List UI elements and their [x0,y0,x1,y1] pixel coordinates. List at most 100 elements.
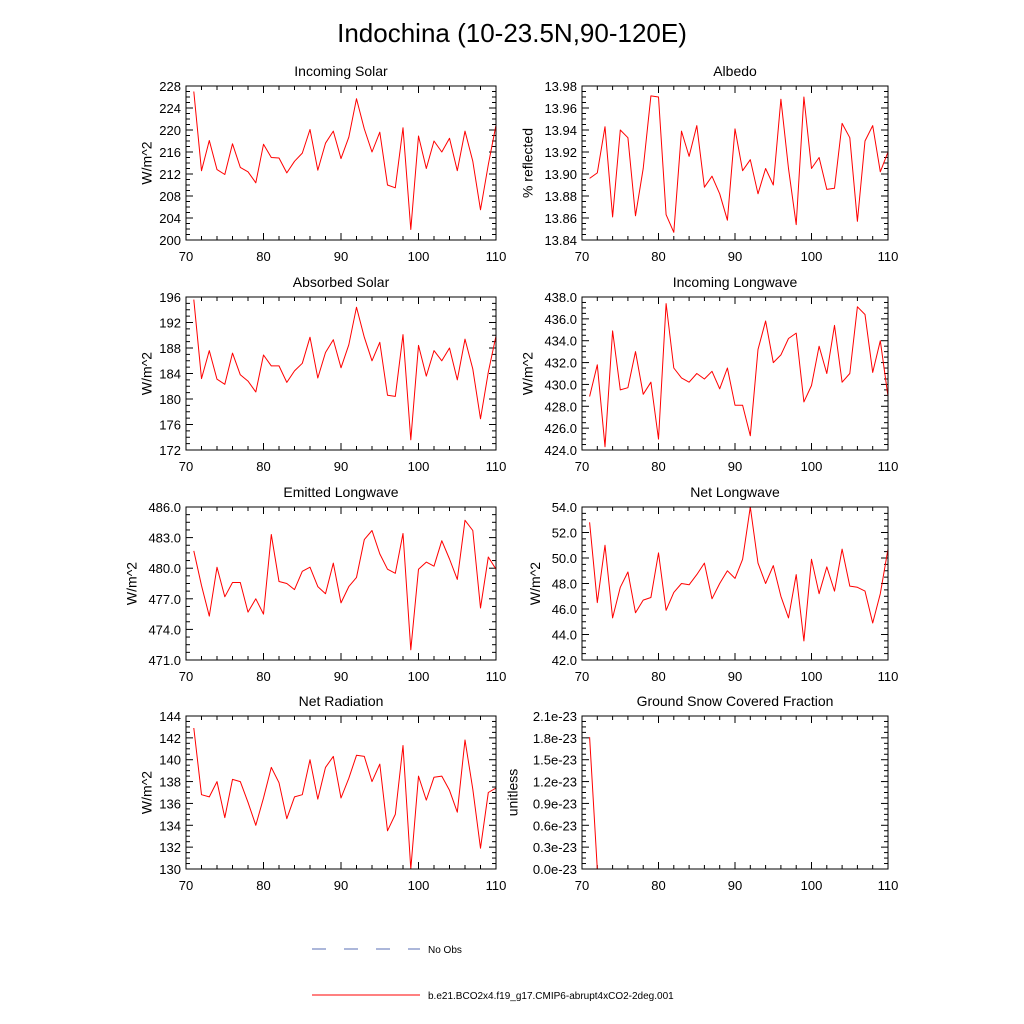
x-tick-label: 70 [575,878,589,893]
x-tick-label: 80 [256,459,270,474]
plot-frame [581,85,889,241]
x-tick-label: 110 [486,669,507,684]
x-tick-label: 100 [408,249,430,264]
y-tick-label: 130 [159,862,181,877]
y-tick-label: 42.0 [552,653,577,668]
x-tick-label: 80 [651,669,665,684]
x-tick-label: 80 [651,459,665,474]
x-tick-label: 90 [334,878,348,893]
x-tick-label: 100 [408,669,430,684]
x-tick-label: 110 [486,878,507,893]
x-tick-label: 70 [179,459,193,474]
y-tick-label: 480.0 [148,561,181,576]
y-tick-label: 136 [159,796,181,811]
x-tick-label: 90 [728,459,742,474]
x-tick-label: 70 [575,249,589,264]
y-tick-label: 50.0 [552,551,577,566]
panel-title: Emitted Longwave [283,484,398,500]
series-line [589,95,889,233]
x-tick-label: 110 [878,669,899,684]
panel-net-radiation: Net Radiation 70 80 90 100 110 130 132 134 136 138… [139,693,507,893]
y-tick-label: 477.0 [148,592,181,607]
x-tick-label: 80 [256,249,270,264]
legend-label-no-obs: No Obs [428,945,462,956]
panel-net-longwave: Net Longwave 70 80 90 100 110 42.0 44.0 46.0 48.0… [527,484,898,684]
x-tick-label: 70 [179,669,193,684]
plot-frame [185,296,497,451]
panel-title: Absorbed Solar [293,274,390,290]
y-tick-label: 424.0 [544,443,577,458]
y-tick-label: 13.90 [544,167,577,182]
x-tick-label: 70 [179,878,193,893]
panel-title: Incoming Longwave [673,274,798,290]
x-tick-label: 100 [801,249,823,264]
y-tick-label: 172 [159,443,181,458]
y-tick-label: 216 [159,145,181,160]
y-tick-label: 1.5e-23 [533,753,577,768]
y-tick-label: 13.98 [544,79,577,94]
x-tick-label: 80 [651,878,665,893]
x-tick-label: 110 [878,459,899,474]
x-tick-label: 100 [801,669,823,684]
panel-incoming-longwave: Incoming Longwave 70 80 90 100 110 424.0 426.0 4… [520,274,899,474]
x-tick-label: 70 [179,249,193,264]
y-tick-label: 46.0 [552,602,577,617]
y-tick-label: 142 [159,731,181,746]
y-tick-label: 144 [159,709,181,724]
panel-title: Net Longwave [690,484,780,500]
x-tick-label: 110 [486,249,507,264]
figure-title: Indochina (10-23.5N,90-120E) [337,18,687,48]
y-tick-label: 140 [159,753,181,768]
y-tick-label: 48.0 [552,577,577,592]
x-tick-label: 90 [728,669,742,684]
y-tick-label: 44.0 [552,628,577,643]
panels: Incoming Solar 70 80 90 100 110 200 204 208 212 21… [124,63,899,893]
y-tick-label: 1.8e-23 [533,731,577,746]
y-tick-label: 1.2e-23 [533,775,577,790]
x-tick-label: 110 [878,249,899,264]
y-tick-label: 13.96 [544,101,577,116]
x-tick-label: 80 [651,249,665,264]
y-tick-label: 220 [159,123,181,138]
panel-title: Ground Snow Covered Fraction [637,693,834,709]
y-tick-label: 486.0 [148,500,181,515]
y-tick-label: 483.0 [148,531,181,546]
x-tick-label: 80 [256,878,270,893]
y-tick-label: 212 [159,167,181,182]
series-line [193,519,497,651]
plot-frame [581,296,889,451]
plot-frame [581,506,889,661]
x-tick-label: 80 [256,669,270,684]
y-axis-label: unitless [505,769,521,816]
y-tick-label: 438.0 [544,290,577,305]
y-tick-label: 196 [159,290,181,305]
y-axis-label: W/m^2 [139,352,155,395]
y-tick-label: 432.0 [544,356,577,371]
series-line [193,299,497,441]
panel-title: Incoming Solar [294,63,388,79]
y-tick-label: 180 [159,392,181,407]
y-tick-label: 184 [159,367,181,382]
y-tick-label: 13.84 [544,233,577,248]
series-line [589,506,889,642]
x-tick-label: 70 [575,459,589,474]
legend-label-model-run: b.e21.BCO2x4.f19_g17.CMIP6-abrupt4xCO2-2… [428,991,674,1002]
y-tick-label: 134 [159,818,181,833]
x-tick-label: 100 [408,878,430,893]
plot-frame [185,715,497,870]
y-tick-label: 434.0 [544,334,577,349]
panel-emitted-longwave: Emitted Longwave 70 80 90 100 110 471.0 474.0 47… [124,484,507,684]
y-tick-label: 474.0 [148,622,181,637]
x-tick-label: 90 [728,249,742,264]
panel-incoming-solar: Incoming Solar 70 80 90 100 110 200 204 208 212 21… [139,63,507,264]
y-axis-label: W/m^2 [527,562,543,605]
y-tick-label: 138 [159,775,181,790]
y-axis-label: W/m^2 [520,352,536,395]
series-line [589,737,888,870]
y-tick-label: 192 [159,316,181,331]
y-tick-label: 52.0 [552,526,577,541]
panel-albedo: Albedo 70 80 90 100 110 13.84 13.86 13.88 13.90 13… [520,63,899,264]
y-tick-label: 13.92 [544,145,577,160]
y-tick-label: 13.86 [544,211,577,226]
y-tick-label: 188 [159,341,181,356]
